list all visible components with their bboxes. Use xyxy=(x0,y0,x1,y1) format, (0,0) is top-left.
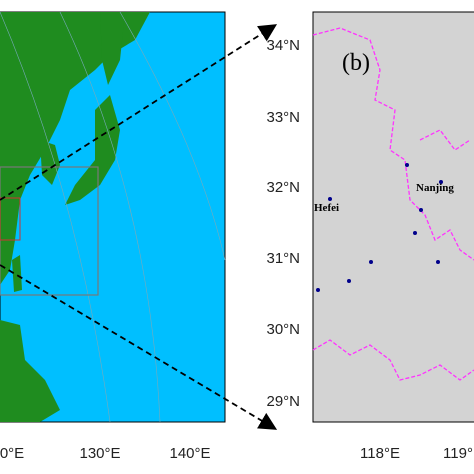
y-tick-label: 32°N xyxy=(266,179,300,196)
panel-label: (b) xyxy=(342,50,370,76)
zoom-arrow xyxy=(0,264,278,430)
city-label: Hefei xyxy=(314,202,339,214)
land xyxy=(0,320,60,422)
zoom-arrow xyxy=(0,24,278,201)
land xyxy=(65,95,120,205)
city-label: Nanjing xyxy=(416,182,454,194)
land xyxy=(12,255,22,292)
map-b: (b) Hefei Nanjing xyxy=(312,11,474,423)
x-tick-label: 118°E xyxy=(360,445,400,462)
land xyxy=(100,12,125,85)
y-tick-label: 31°N xyxy=(266,250,300,267)
land xyxy=(0,12,150,285)
y-tick-label: 29°N xyxy=(266,393,300,410)
y-tick-label: 30°N xyxy=(266,321,300,338)
stations xyxy=(316,163,443,292)
land xyxy=(40,140,60,185)
map-a xyxy=(0,11,226,423)
x-tick-label: 0°E xyxy=(0,445,24,462)
x-tick-label: 140°E xyxy=(169,445,210,462)
y-tick-label: 34°N xyxy=(266,37,300,54)
x-tick-label: 130°E xyxy=(79,445,120,462)
y-tick-label: 33°N xyxy=(266,109,300,126)
x-tick-label: 119° xyxy=(443,445,473,462)
